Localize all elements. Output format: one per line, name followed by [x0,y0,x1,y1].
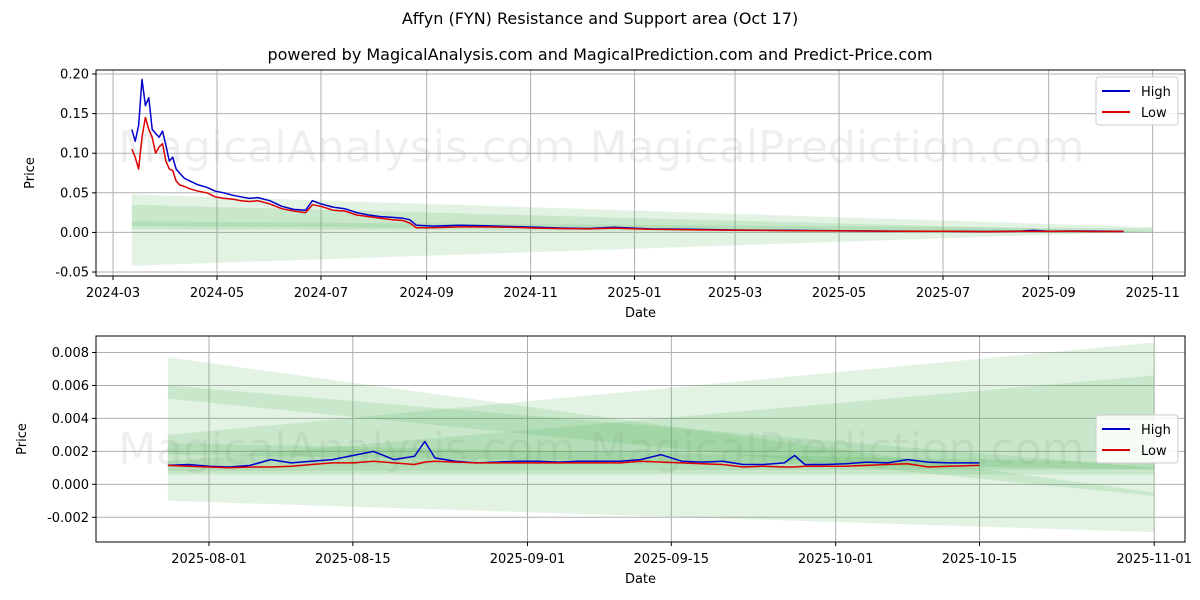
y-tick-label: 0.008 [52,346,89,361]
band-3 [131,221,1153,233]
legend-label-high: High [1141,423,1171,438]
x-tick-label: 2025-10-01 [798,552,874,567]
x-tick-label: 2025-09 [1021,286,1075,301]
x-tick-label: 2025-09-15 [634,552,710,567]
x-tick-label: 2025-11 [1125,286,1179,301]
x-tick-label: 2025-08-15 [315,552,391,567]
y-axis-label: Price [15,423,30,455]
x-tick-label: 2025-03 [708,286,762,301]
series-line-low [131,116,1124,233]
x-axis-label: Date [625,306,656,321]
legend-label-low: Low [1141,444,1167,459]
band-5 [167,443,1155,470]
band-2 [131,204,1153,233]
band-1 [167,357,1155,533]
x-tick-label: 2025-09-01 [490,552,566,567]
plot-frame [95,69,1186,277]
band-2 [167,385,1155,496]
x-tick-label: 2024-03 [86,286,140,301]
x-axis-label: Date [625,572,656,587]
legend: High Low [1095,76,1179,126]
x-tick-label: 2024-09 [399,286,453,301]
y-tick-label: 0.006 [52,379,89,394]
y-tick-label: -0.05 [55,266,89,281]
legend: High Low [1095,414,1179,464]
y-tick-label: 0.20 [60,67,89,82]
x-tick-label: 2025-08-01 [171,552,247,567]
legend-label-low: Low [1141,106,1167,121]
plot-frame [95,335,1186,543]
x-tick-label: 2024-07 [294,286,348,301]
x-tick-label: 2025-10-15 [942,552,1018,567]
chart-subtitle: powered by MagicalAnalysis.com and Magic… [267,45,933,64]
y-tick-label: 0.05 [60,186,89,201]
series-line-high [167,440,980,468]
band-4 [167,375,1155,472]
y-tick-label: -0.002 [47,511,89,526]
x-tick-label: 2025-05 [812,286,866,301]
y-tick-label: 0.00 [60,226,89,241]
x-tick-label: 2025-11-01 [1116,552,1192,567]
x-tick-label: 2024-05 [190,286,244,301]
y-tick-label: 0.15 [60,107,89,122]
y-tick-label: 0.004 [52,412,89,427]
y-axis-label: Price [23,157,38,189]
legend-label-high: High [1141,85,1171,100]
band-1 [131,194,1153,266]
y-tick-label: 0.10 [60,147,89,162]
x-tick-label: 2025-01 [607,286,661,301]
watermark: MagicalPrediction.com [590,122,1085,173]
chart-title: Affyn (FYN) Resistance and Support area … [401,9,799,28]
series-line-low [167,460,980,469]
x-tick-label: 2025-07 [916,286,970,301]
y-tick-label: 0.002 [52,445,89,460]
band-3 [167,342,1155,475]
x-tick-label: 2024-11 [503,286,557,301]
y-tick-label: 0.000 [52,478,89,493]
chart-1: MagicalAnalysis.com MagicalPrediction.com… [23,67,1186,321]
chart-2: MagicalAnalysis.com MagicalPrediction.com… [15,335,1192,587]
watermark: MagicalAnalysis.com [118,122,576,173]
